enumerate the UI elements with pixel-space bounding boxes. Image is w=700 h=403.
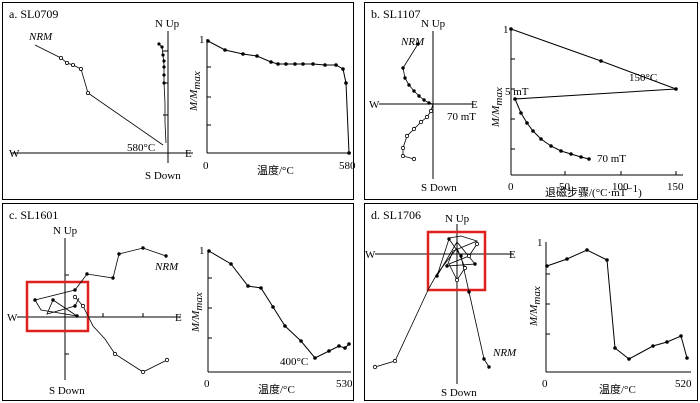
s-down-label: S Down — [421, 182, 457, 194]
ann-5mt: 5 mT — [505, 86, 529, 98]
n-up-label: N Up — [421, 18, 446, 30]
decay-curve-c: 1 0 530 温度/°C 400°C M/Mmax — [190, 245, 353, 396]
vertical-projection — [158, 43, 167, 144]
decay-y1-label: 1 — [199, 245, 205, 257]
decay-y1-label: 1 — [537, 237, 543, 249]
panel-c-figure: N Up S Down W E NRM 1 0 530 温度/°C 400°C … — [7, 225, 353, 397]
decay-ylabel: M/Mmax — [490, 87, 505, 128]
panel-d-label: d. SL1706 — [371, 208, 422, 222]
panel-a: a. SL0709 N Up S Down W E NRM 580°C 1 0 … — [2, 2, 356, 200]
panel-d-figure: N Up S Down W E NRM 1 0 520 温度/°C M/Mmax — [365, 213, 692, 399]
n-up-label: N Up — [155, 18, 180, 30]
w-label: W — [369, 99, 380, 111]
ann-150: 150°C — [629, 72, 657, 84]
e-label: E — [175, 312, 182, 324]
decay-x0-label: 0 — [204, 378, 210, 390]
decay-x1-label: 520 — [675, 378, 692, 390]
w-label: W — [365, 249, 376, 261]
decay-y1-label: 1 — [503, 24, 509, 36]
decay-xlabel: 温度/°C — [599, 382, 636, 396]
decay-x3-label: 150 — [667, 181, 684, 193]
decay-xlabel: 温度/°C — [258, 382, 295, 396]
panel-c: c. SL1601 N Up S Down W E NRM 1 0 530 温度… — [2, 203, 354, 401]
decay-x1-label: 530 — [336, 378, 353, 390]
nrm-label: NRM — [492, 347, 517, 359]
decay-curve-b: 1 0 50 100 150 退磁步骤/(°C·mT−1) M/Mmax 150… — [490, 24, 684, 199]
decay-curve-a: 1 0 580 温度/°C M/Mmax — [188, 34, 356, 177]
panel-a-figure: N Up S Down W E NRM 580°C 1 0 580 温度/°C … — [9, 18, 356, 182]
horizontal-projection — [436, 235, 490, 368]
vertical-projection — [402, 103, 434, 160]
highlight-box — [25, 280, 90, 333]
w-label: W — [7, 312, 18, 324]
decay-line — [546, 249, 688, 360]
highlight-box — [426, 230, 487, 292]
panel-d: d. SL1706 N Up S Down W E NRM 1 0 520 温度… — [364, 203, 698, 401]
n-up-label: N Up — [445, 213, 470, 225]
decay-y1-label: 1 — [199, 34, 205, 46]
panel-c-label: c. SL1601 — [9, 208, 59, 222]
e-label: E — [185, 148, 192, 160]
decay-xlabel: 温度/°C — [257, 163, 294, 177]
decay-line — [510, 28, 677, 160]
step-label: 70 mT — [447, 111, 476, 123]
nrm-label: NRM — [28, 31, 53, 43]
decay-x0-label: 0 — [508, 181, 514, 193]
ann-400: 400°C — [280, 356, 308, 368]
panel-a-label: a. SL0709 — [9, 7, 59, 21]
horizontal-projection — [34, 44, 164, 146]
s-down-label: S Down — [441, 387, 477, 399]
zijderveld-diagram-d: N Up S Down W E NRM — [365, 213, 517, 399]
decay-ylabel: M/Mmax — [188, 71, 203, 112]
zijderveld-diagram-c: N Up S Down W E NRM — [7, 225, 182, 397]
decay-xlabel: 退磁步骤/(°C·mT−1) — [545, 183, 642, 199]
zijderveld-diagram-a: N Up S Down W E NRM 580°C — [9, 18, 193, 182]
panel-b-figure: N Up S Down W E NRM 70 mT 1 0 50 100 150… — [369, 18, 684, 199]
decay-x1-label: 580 — [339, 160, 356, 172]
decay-x2-label: 100 — [612, 181, 629, 193]
nrm-label: NRM — [154, 261, 179, 273]
panel-b: b. SL1107 N Up S Down W E NRM 70 mT 1 0 … — [364, 2, 698, 200]
zijderveld-diagram-b: N Up S Down W E NRM 70 mT — [369, 18, 478, 194]
s-down-label: S Down — [49, 385, 85, 397]
decay-line — [208, 250, 350, 359]
decay-line — [207, 40, 350, 154]
w-label: W — [9, 148, 20, 160]
panel-b-label: b. SL1107 — [371, 7, 421, 21]
n-up-label: N Up — [53, 225, 78, 237]
decay-x1-label: 50 — [559, 181, 571, 193]
decay-curve-d: 1 0 520 温度/°C M/Mmax — [528, 237, 692, 396]
decay-ylabel: M/Mmax — [528, 286, 543, 327]
decay-ylabel: M/Mmax — [190, 292, 205, 333]
ann-70mt: 70 mT — [597, 153, 626, 165]
vertical-projection — [374, 243, 478, 368]
s-down-label: S Down — [145, 170, 181, 182]
decay-x0-label: 0 — [542, 378, 548, 390]
e-label: E — [471, 99, 478, 111]
nrm-label: NRM — [400, 36, 425, 48]
e-label: E — [509, 249, 516, 261]
temp-label: 580°C — [127, 142, 155, 154]
decay-x0-label: 0 — [203, 160, 209, 172]
